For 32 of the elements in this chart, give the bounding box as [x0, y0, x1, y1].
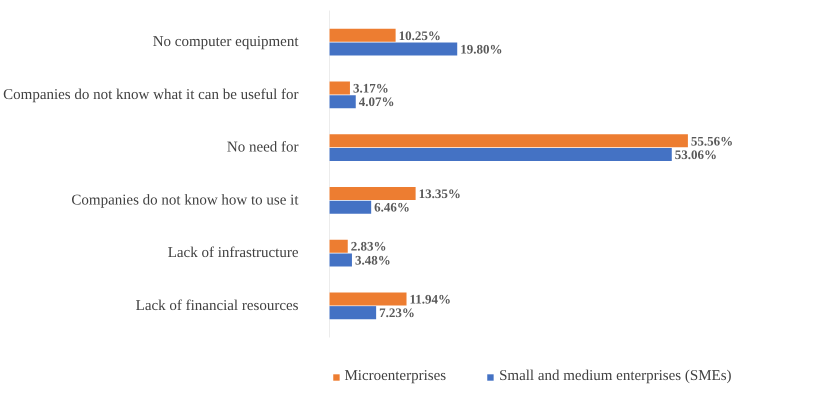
data-label: 53.06% — [674, 146, 718, 162]
data-label: 4.07% — [358, 94, 395, 110]
data-label: 55.56% — [690, 133, 734, 148]
bar — [330, 148, 672, 161]
bar — [330, 95, 356, 108]
bar — [330, 306, 376, 320]
bar — [330, 240, 348, 253]
bar — [330, 82, 350, 95]
data-label: 11.94% — [410, 291, 452, 306]
bar — [330, 253, 352, 266]
legend-label: Small and medium enterprises (SMEs) — [499, 368, 732, 385]
y-tick-label: No need for — [226, 140, 299, 156]
data-label: 6.46% — [374, 200, 410, 215]
bar — [330, 28, 396, 42]
y-tick-label: No computer equipment — [152, 34, 300, 50]
y-tick-label: Companies do not know how to use it — [71, 192, 300, 208]
y-tick-label: Lack of financial resources — [136, 298, 299, 314]
bar — [330, 292, 407, 306]
legend-label: Microenterprises — [344, 368, 446, 385]
y-tick-label: Companies do not know what it can be useful for — [3, 86, 299, 103]
data-label: 3.17% — [352, 80, 389, 96]
bar — [330, 42, 458, 56]
data-label: 10.25% — [398, 28, 441, 43]
data-label: 2.83% — [350, 238, 387, 254]
bar — [330, 200, 372, 214]
data-label: 3.48% — [354, 252, 391, 268]
data-label: 7.23% — [379, 305, 415, 320]
bar — [330, 186, 416, 200]
y-tick-label: Lack of infrastructure — [168, 245, 299, 262]
data-label: 19.80% — [460, 42, 502, 56]
data-label: 13.35% — [418, 186, 461, 202]
bar — [330, 134, 688, 148]
